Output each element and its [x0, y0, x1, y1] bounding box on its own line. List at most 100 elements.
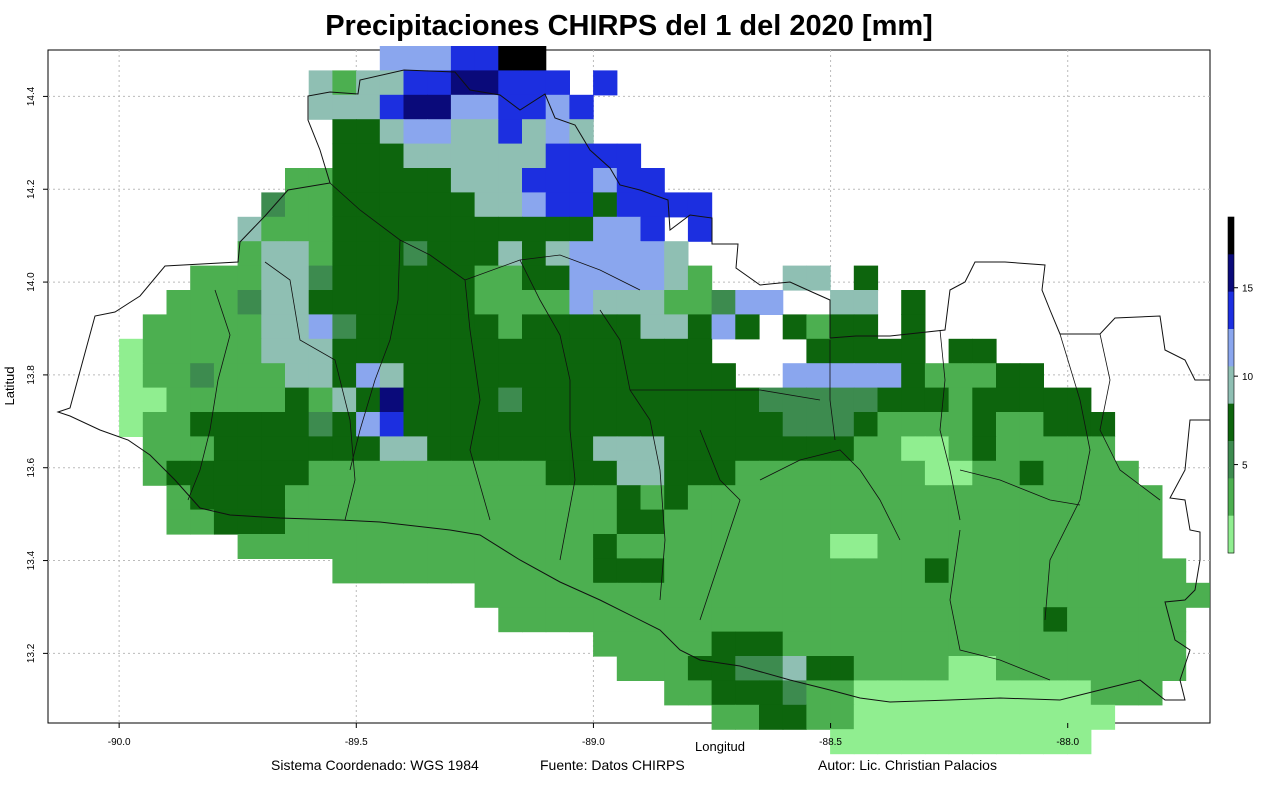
raster-cell	[166, 387, 191, 413]
raster-cell	[853, 534, 879, 559]
raster-cell	[213, 314, 239, 340]
raster-cell	[237, 485, 262, 511]
raster-cell	[332, 509, 357, 535]
raster-cell	[379, 143, 405, 169]
raster-cell	[450, 460, 476, 486]
raster-cell	[285, 168, 310, 193]
raster-cell	[901, 607, 926, 633]
raster-cell	[664, 290, 689, 315]
raster-cell	[1043, 631, 1068, 657]
raster-cell	[403, 241, 428, 267]
raster-cell	[735, 704, 760, 730]
raster-cell	[877, 387, 902, 413]
raster-cell	[569, 94, 594, 120]
raster-cell	[853, 680, 879, 706]
raster-cell	[285, 387, 310, 413]
raster-cell	[687, 387, 713, 413]
raster-cell	[664, 509, 689, 535]
raster-cell	[830, 485, 855, 511]
raster-cell	[593, 168, 618, 193]
raster-cell	[759, 534, 784, 559]
raster-cell	[640, 509, 665, 535]
raster-cell	[1043, 558, 1068, 584]
raster-cell	[498, 363, 523, 389]
raster-cell	[948, 582, 973, 608]
raster-cell	[285, 338, 310, 364]
raster-cell	[545, 338, 570, 364]
raster-cell	[237, 534, 262, 559]
raster-cell	[1114, 631, 1139, 657]
x-tick-label: -88.5	[819, 737, 842, 748]
raster-cell	[403, 216, 428, 242]
raster-cell	[474, 338, 499, 364]
raster-cell	[616, 656, 642, 681]
raster-cell	[616, 216, 642, 242]
raster-cell	[735, 680, 760, 706]
raster-cell	[1138, 582, 1163, 608]
raster-cell	[687, 216, 713, 242]
raster-cell	[877, 338, 902, 364]
raster-cell	[213, 460, 239, 486]
raster-cell	[545, 216, 570, 242]
raster-cell	[427, 387, 452, 413]
raster-cell	[1043, 412, 1068, 437]
raster-cell	[142, 412, 168, 437]
raster-cell	[782, 509, 807, 535]
raster-cell	[522, 509, 547, 535]
raster-cell	[545, 143, 570, 169]
raster-cell	[356, 94, 381, 120]
raster-cell	[237, 387, 262, 413]
raster-cell	[545, 436, 570, 462]
raster-cell	[782, 387, 807, 413]
raster-cell	[782, 265, 807, 291]
raster-cell	[474, 485, 499, 511]
raster-cell	[687, 631, 713, 657]
raster-cell	[1090, 509, 1116, 535]
raster-cell	[924, 656, 950, 681]
raster-cell	[972, 460, 997, 486]
raster-cell	[948, 338, 973, 364]
raster-cell	[948, 363, 973, 389]
raster-cell	[735, 314, 760, 340]
raster-cell	[711, 704, 736, 730]
raster-cell	[593, 363, 618, 389]
raster-cell	[403, 265, 428, 291]
raster-cell	[166, 436, 191, 462]
raster-cell	[474, 192, 499, 218]
raster-cell	[213, 290, 239, 315]
raster-cell	[640, 534, 665, 559]
raster-cell	[569, 119, 594, 145]
raster-cell	[616, 460, 642, 486]
raster-cell	[593, 241, 618, 267]
precipitation-raster	[119, 46, 1210, 755]
raster-cell	[427, 46, 452, 71]
raster-cell	[403, 94, 428, 120]
raster-cell	[498, 338, 523, 364]
raster-cell	[569, 168, 594, 193]
raster-cell	[924, 363, 950, 389]
raster-cell	[403, 412, 428, 437]
raster-cell	[877, 363, 902, 389]
raster-cell	[687, 436, 713, 462]
raster-cell	[924, 680, 950, 706]
raster-cell	[711, 363, 736, 389]
raster-cell	[379, 70, 405, 96]
raster-cell	[1138, 509, 1163, 535]
raster-cell	[924, 387, 950, 413]
raster-cell	[711, 436, 736, 462]
raster-cell	[498, 558, 523, 584]
raster-cell	[877, 534, 902, 559]
raster-cell	[545, 290, 570, 315]
raster-cell	[806, 607, 831, 633]
legend-tick-label: 5	[1242, 461, 1248, 472]
raster-cell	[261, 387, 286, 413]
raster-cell	[972, 363, 997, 389]
raster-cell	[616, 582, 642, 608]
raster-cell	[498, 94, 523, 120]
raster-cell	[166, 363, 191, 389]
raster-cell	[664, 680, 689, 706]
raster-cell	[972, 387, 997, 413]
raster-cell	[1019, 363, 1044, 389]
raster-cell	[569, 436, 594, 462]
raster-cell	[379, 290, 405, 315]
